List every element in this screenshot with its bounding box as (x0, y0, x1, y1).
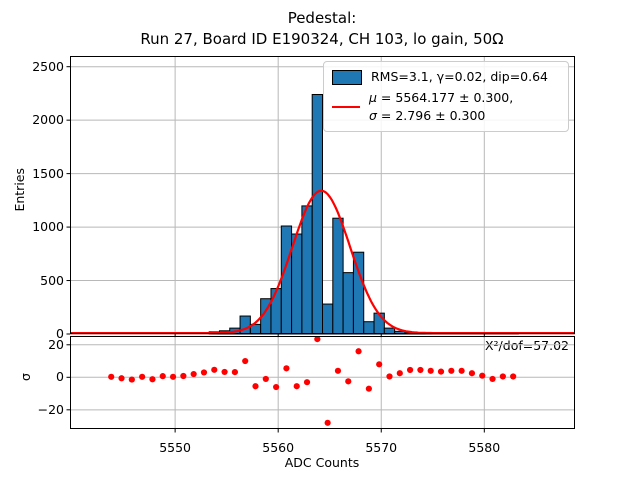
x-tick-label: 5560 (262, 440, 295, 455)
main-ytick-label: 0 (56, 326, 64, 341)
chart-title-line1: Pedestal: (287, 9, 357, 27)
main-ytick-label: 500 (40, 272, 64, 288)
residual-ytick-label: 0 (56, 369, 64, 385)
main-ytick-label: 2000 (32, 112, 64, 128)
legend-fit-label-sigma: σ = 2.796 ± 0.300 (369, 108, 486, 123)
x-tick-label: 5580 (468, 440, 501, 455)
residual-plot (66, 335, 575, 433)
residual-ytick-label: −20 (37, 401, 64, 417)
residual-ytick-label: 20 (48, 336, 64, 352)
legend-fit-line (332, 106, 360, 108)
legend-fit-label-mu: μ = 5564.177 ± 0.300, (369, 90, 514, 105)
x-axis-label: ADC Counts (284, 455, 360, 470)
main-histogram-plot (66, 56, 575, 338)
x-tick-label: 5550 (159, 440, 192, 455)
legend-entry-histogram: RMS=3.1, γ=0.02, dip=0.64 (332, 68, 560, 86)
chart-title: Pedestal: Run 27, Board ID E190324, CH 1… (0, 8, 640, 50)
legend-histogram-swatch (332, 69, 362, 85)
main-ytick-label: 2500 (32, 58, 64, 74)
x-tick-label: 5570 (365, 440, 398, 455)
legend-histogram-label: RMS=3.1, γ=0.02, dip=0.64 (371, 69, 549, 84)
legend-entry-fit: μ = 5564.177 ± 0.300, σ = 2.796 ± 0.300 (332, 89, 560, 125)
legend: RMS=3.1, γ=0.02, dip=0.64 μ = 5564.177 ±… (323, 61, 569, 132)
main-ytick-label: 1000 (32, 219, 64, 235)
chart-title-line2: Run 27, Board ID E190324, CH 103, lo gai… (140, 30, 504, 48)
chi2-annotation: Χ²/dof=57.02 (484, 338, 569, 353)
legend-fit-label: μ = 5564.177 ± 0.300, σ = 2.796 ± 0.300 (369, 89, 513, 125)
main-ytick-label: 1500 (32, 165, 64, 181)
